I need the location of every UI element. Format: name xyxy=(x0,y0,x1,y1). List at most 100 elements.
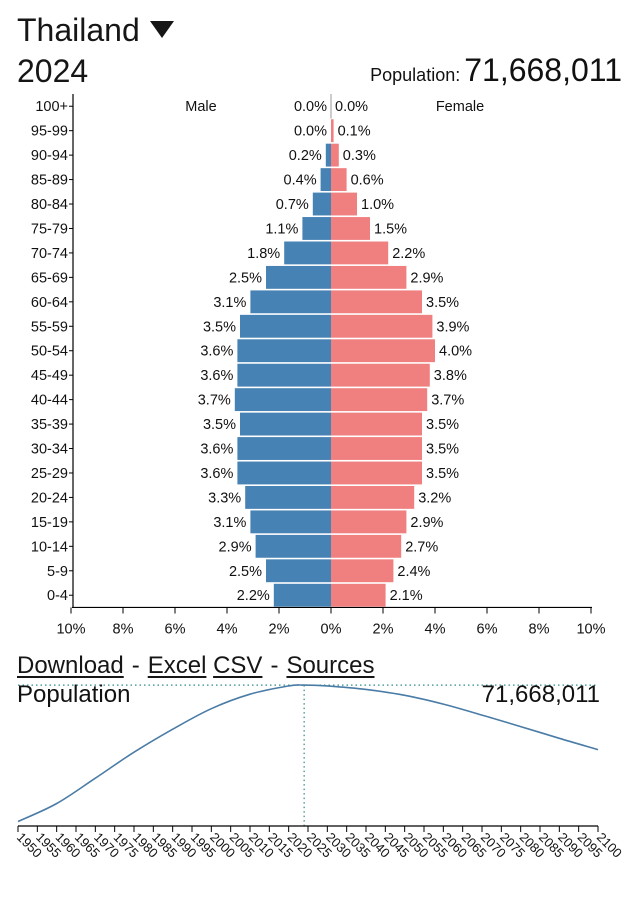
male-bar xyxy=(266,559,331,583)
male-value-label: 0.2% xyxy=(289,148,322,164)
female-bar xyxy=(331,168,347,191)
male-value-label: 3.5% xyxy=(203,319,236,335)
female-value-label: 2.1% xyxy=(390,588,423,604)
male-value-label: 0.0% xyxy=(294,99,327,115)
country-selector[interactable]: Thailand xyxy=(17,10,174,50)
female-value-label: 1.0% xyxy=(361,197,394,213)
x-tick-label: 4% xyxy=(217,621,238,637)
male-bar xyxy=(250,510,331,534)
x-tick-label: 2% xyxy=(269,621,290,637)
age-group-label: 0-4 xyxy=(47,588,68,604)
male-bar xyxy=(325,143,331,167)
age-group-label: 60-64 xyxy=(31,295,68,311)
age-group-label: 65-69 xyxy=(31,270,68,286)
x-tick-label: 8% xyxy=(113,621,134,637)
x-tick-label: 6% xyxy=(165,621,186,637)
age-group-label: 25-29 xyxy=(31,466,68,482)
male-bar xyxy=(302,217,331,240)
age-group-label: 50-54 xyxy=(31,344,68,360)
female-bar xyxy=(331,265,407,289)
download-link[interactable]: Download xyxy=(17,652,124,679)
female-value-label: 3.5% xyxy=(426,466,459,482)
female-bar xyxy=(331,119,334,143)
female-value-label: 3.5% xyxy=(426,417,459,433)
female-value-label: 3.5% xyxy=(426,442,459,458)
male-bar xyxy=(266,265,331,289)
male-value-label: 1.8% xyxy=(247,246,280,262)
female-value-label: 2.2% xyxy=(392,246,425,262)
age-group-label: 15-19 xyxy=(31,515,68,531)
male-value-label: 1.1% xyxy=(265,221,298,237)
country-name: Thailand xyxy=(17,12,140,48)
age-group-label: 70-74 xyxy=(31,246,68,262)
female-bar xyxy=(331,314,433,338)
male-bar xyxy=(237,437,331,460)
x-tick-label: 4% xyxy=(425,621,446,637)
age-group-label: 20-24 xyxy=(31,490,68,506)
population-pyramid-chart: 100+ 0.0% 0.0% 95-99 0.0% 0.1% 90-94 0.2% 0.3% 85… xyxy=(31,94,606,637)
female-value-label: 3.2% xyxy=(418,490,451,506)
male-bar xyxy=(255,534,331,558)
male-value-label: 3.1% xyxy=(213,295,246,311)
female-bar xyxy=(331,534,402,558)
trend-current-value: 71,668,011 xyxy=(481,681,600,708)
year-label: 2024 xyxy=(17,53,89,89)
female-bar xyxy=(331,217,370,240)
female-value-label: 2.9% xyxy=(410,270,443,286)
population-value: 71,668,011 xyxy=(464,52,622,88)
male-value-label: 2.5% xyxy=(229,564,262,580)
download-links: Download - Excel CSV - Sources xyxy=(17,650,375,682)
female-bar xyxy=(331,363,430,387)
age-group-label: 40-44 xyxy=(31,393,68,409)
population-trend-line xyxy=(17,684,599,823)
female-value-label: 0.6% xyxy=(351,173,384,189)
female-bar xyxy=(331,583,386,607)
male-bar xyxy=(273,583,331,607)
age-group-label: 90-94 xyxy=(31,148,68,164)
x-tick-label: 2% xyxy=(373,621,394,637)
male-bar xyxy=(237,363,331,387)
male-value-label: 3.6% xyxy=(200,466,233,482)
female-value-label: 2.9% xyxy=(410,515,443,531)
male-bar xyxy=(245,486,331,509)
female-bar xyxy=(331,559,394,583)
male-value-label: 3.5% xyxy=(203,417,236,433)
link-separator: - xyxy=(131,652,140,679)
male-bar xyxy=(237,461,331,485)
female-bar xyxy=(331,241,389,265)
age-group-label: 45-49 xyxy=(31,368,68,384)
population-label: Population: xyxy=(370,65,461,85)
female-bar xyxy=(331,510,407,534)
excel-link[interactable]: Excel xyxy=(147,652,207,679)
male-bar xyxy=(312,192,331,216)
sources-link[interactable]: Sources xyxy=(286,652,375,679)
male-value-label: 3.7% xyxy=(198,393,231,409)
female-value-label: 3.5% xyxy=(426,295,459,311)
population-trend-chart: 1950195519601965197019751980198519901995… xyxy=(14,684,625,861)
male-value-label: 3.6% xyxy=(200,442,233,458)
male-bar xyxy=(320,168,331,191)
male-value-label: 3.1% xyxy=(213,515,246,531)
female-bar xyxy=(331,143,339,167)
age-group-label: 85-89 xyxy=(31,173,68,189)
x-tick-label: 10% xyxy=(576,621,605,637)
female-value-label: 0.3% xyxy=(343,148,376,164)
age-group-label: 35-39 xyxy=(31,417,68,433)
caret-down-icon xyxy=(149,21,174,38)
male-bar xyxy=(240,412,331,436)
csv-link[interactable]: CSV xyxy=(213,652,263,679)
male-bar xyxy=(284,241,331,265)
x-tick-label: 10% xyxy=(56,621,85,637)
male-bar xyxy=(250,290,331,314)
male-value-label: 0.0% xyxy=(294,124,327,140)
male-bar xyxy=(237,339,331,363)
male-value-label: 2.5% xyxy=(229,270,262,286)
female-value-label: 4.0% xyxy=(439,344,472,360)
female-value-label: 2.4% xyxy=(397,564,430,580)
female-value-label: 3.8% xyxy=(434,368,467,384)
female-value-label: 3.9% xyxy=(436,319,469,335)
female-bar xyxy=(331,486,415,509)
female-value-label: 0.1% xyxy=(338,124,371,140)
age-group-label: 55-59 xyxy=(31,319,68,335)
female-bar xyxy=(331,339,435,363)
